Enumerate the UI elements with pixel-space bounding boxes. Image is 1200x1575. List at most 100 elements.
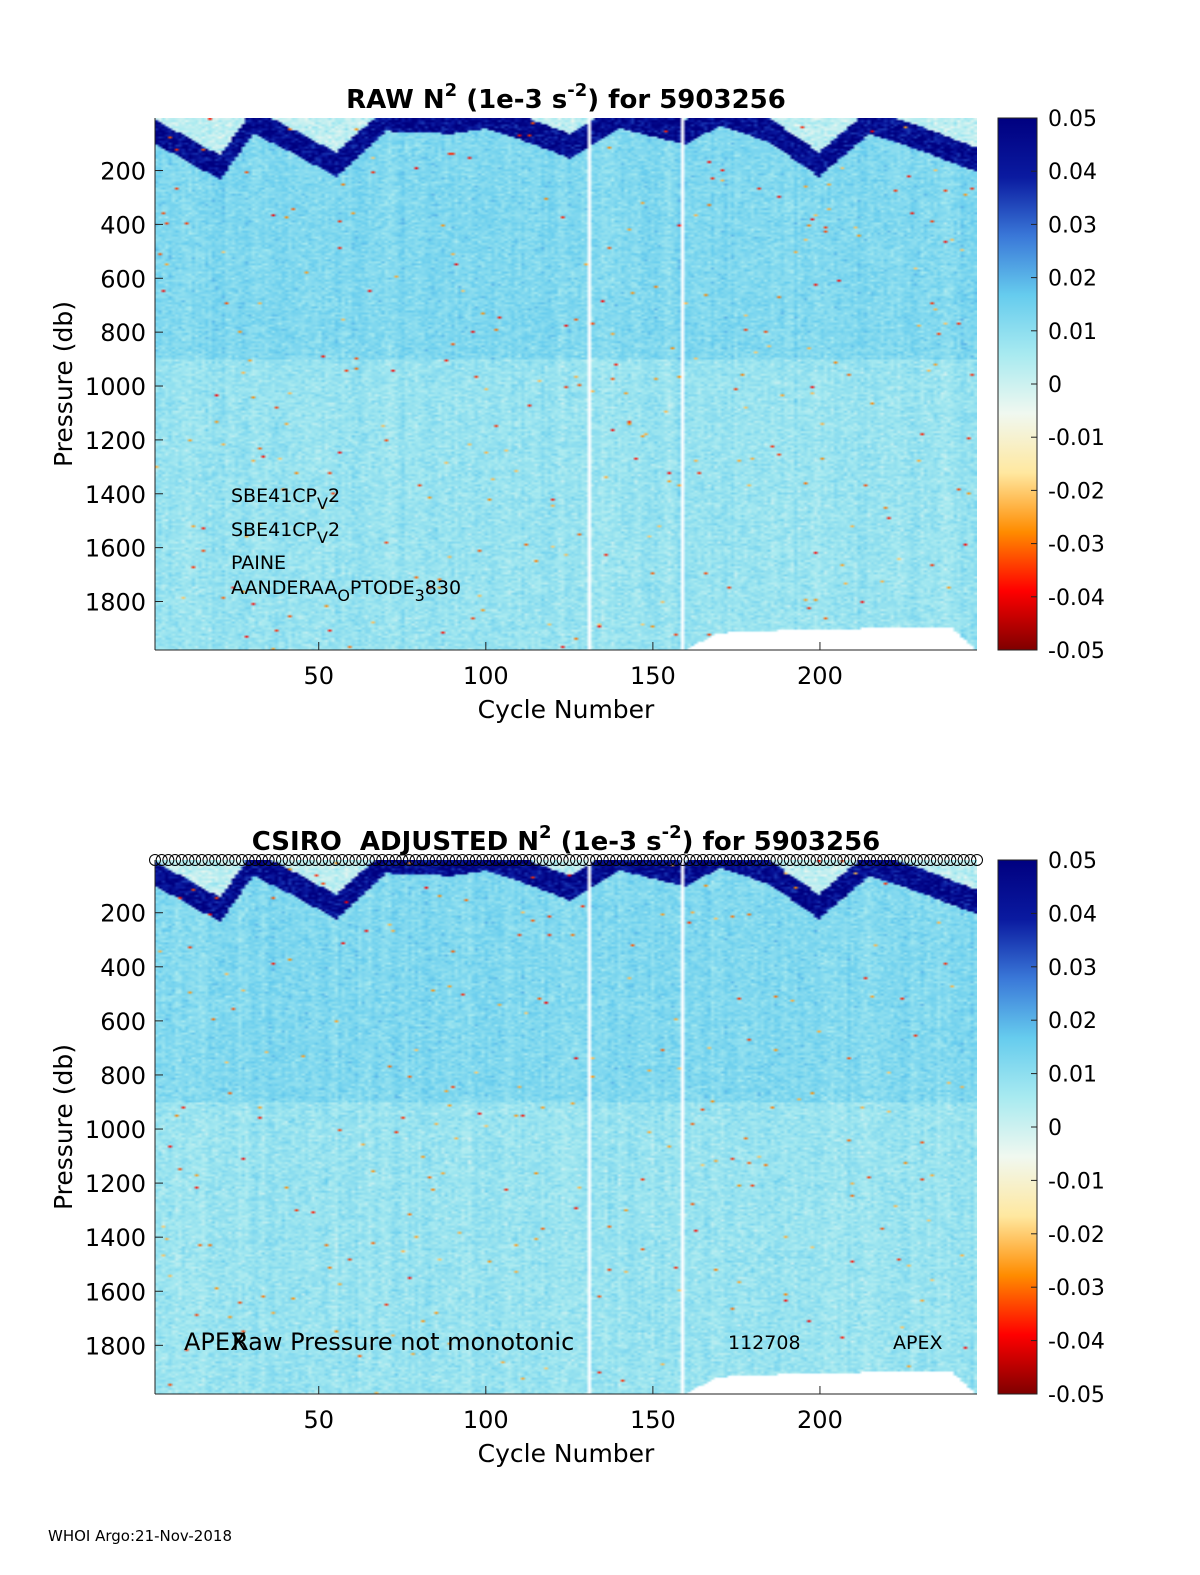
colorbar-tick-label: -0.01	[1048, 426, 1105, 451]
flag-marker	[663, 854, 676, 866]
colorbar-tick-label: -0.05	[1048, 1383, 1105, 1408]
heatmap-image	[155, 118, 977, 650]
flag-marker	[957, 854, 970, 866]
figure: RAW N2 (1e-3 s-2) for 5903256 50 100 150 20…	[49, 80, 1105, 1468]
flag-marker	[155, 854, 168, 866]
flag-marker	[362, 854, 375, 866]
colorbar-ticks: 0.05 0.04 0.03 0.02 0.01 0 -0.01 -0.02 -0.03 -0.0…	[1031, 107, 1105, 664]
flag-marker	[356, 854, 369, 866]
flag-marker	[316, 854, 329, 866]
flag-marker	[429, 854, 442, 866]
flag-marker	[509, 854, 522, 866]
flag-marker	[235, 854, 248, 866]
colorbar-tick-label: 0.04	[1048, 902, 1097, 927]
y-tick-label: 1000	[85, 373, 146, 401]
colorbar-tick-label: 0	[1048, 373, 1062, 398]
flag-marker	[837, 854, 850, 866]
flag-marker	[456, 854, 469, 866]
flag-marker	[797, 854, 810, 866]
flag-marker	[670, 854, 683, 866]
flag-marker	[536, 854, 549, 866]
flag-marker	[329, 854, 342, 866]
flag-marker	[723, 854, 736, 866]
flag-marker	[844, 854, 857, 866]
annotation-serial: 112708	[728, 1332, 801, 1354]
colorbar-tick-label: 0.01	[1048, 1063, 1097, 1088]
annotation-platform: APEX	[184, 1328, 247, 1356]
flag-marker	[717, 854, 730, 866]
flag-marker	[870, 854, 883, 866]
flag-marker	[222, 854, 235, 866]
flag-marker	[924, 854, 937, 866]
y-tick-label: 1200	[85, 1170, 146, 1198]
flag-marker	[242, 854, 255, 866]
flag-marker	[710, 854, 723, 866]
flag-marker	[302, 854, 315, 866]
flag-marker	[884, 854, 897, 866]
flag-marker	[944, 854, 957, 866]
y-axis-label: Pressure (db)	[49, 1044, 78, 1210]
flag-marker	[209, 854, 222, 866]
x-tick-label: 100	[463, 662, 509, 690]
flag-marker	[296, 854, 309, 866]
x-tick-label: 200	[797, 662, 843, 690]
sensor-annotations: SBE41CPV2 SBE41CPV2 PAINE AANDERAAOPTODE…	[231, 485, 461, 605]
flag-marker	[503, 854, 516, 866]
x-tick-label: 200	[797, 1406, 843, 1434]
y-tick-label: 200	[100, 900, 146, 928]
flag-marker	[964, 854, 977, 866]
flag-marker	[202, 854, 215, 866]
colorbar-tick-label: -0.03	[1048, 1276, 1105, 1301]
flag-marker	[730, 854, 743, 866]
flag-marker	[810, 854, 823, 866]
colorbar-tick-label: -0.02	[1048, 479, 1105, 504]
flag-marker	[169, 854, 182, 866]
flag-marker	[449, 854, 462, 866]
colorbar-tick-label: 0.04	[1048, 160, 1097, 185]
colorbar-tick-label: -0.03	[1048, 533, 1105, 558]
flag-marker	[529, 854, 542, 866]
flag-marker	[737, 854, 750, 866]
x-tick-label: 50	[303, 662, 334, 690]
flag-marker	[897, 854, 910, 866]
flag-marker	[289, 854, 302, 866]
colorbar-tick-label: 0	[1048, 1116, 1062, 1141]
flag-marker	[757, 854, 770, 866]
annotation-ctd-2: SBE41CPV2	[231, 519, 340, 547]
colorbar: 0.05 0.04 0.03 0.02 0.01 0 -0.01 -0.02 -0.03 -0.0…	[997, 849, 1105, 1408]
flag-marker	[275, 854, 288, 866]
flag-marker	[489, 854, 502, 866]
flag-marker	[590, 854, 603, 866]
flag-marker	[496, 854, 509, 866]
y-tick-label: 1200	[85, 427, 146, 455]
flag-marker	[469, 854, 482, 866]
flag-marker	[864, 854, 877, 866]
heatmap	[155, 118, 977, 650]
y-tick-label: 1800	[85, 1332, 146, 1360]
x-tick-label: 150	[630, 1406, 676, 1434]
flag-marker	[763, 854, 776, 866]
flag-marker	[636, 854, 649, 866]
annotation-platform-type: APEX	[893, 1332, 942, 1354]
flag-marker	[376, 854, 389, 866]
flag-marker	[650, 854, 663, 866]
flag-marker	[917, 854, 930, 866]
flag-marker	[683, 854, 696, 866]
y-tick-label: 1800	[85, 589, 146, 617]
footer-credit: WHOI Argo:21-Nov-2018	[48, 1527, 232, 1545]
colorbar-tick-label: 0.03	[1048, 213, 1097, 238]
annotation-pi: PAINE	[231, 552, 286, 574]
flag-marker	[697, 854, 709, 866]
flag-marker	[409, 854, 422, 866]
flag-marker	[630, 854, 643, 866]
flag-marker	[610, 854, 623, 866]
x-tick-label: 50	[303, 1406, 334, 1434]
flag-marker	[971, 854, 983, 866]
panel-raw: RAW N2 (1e-3 s-2) for 5903256 50 100 150 20…	[49, 80, 1105, 724]
flag-marker	[215, 854, 228, 866]
y-axis-ticks: 200 400 600 800 1000 1200 1400 1600 1800	[85, 900, 163, 1360]
flag-marker	[583, 854, 596, 866]
colorbar-tick-label: 0.05	[1048, 849, 1097, 874]
colorbar-tick-label: -0.05	[1048, 639, 1105, 664]
flag-marker	[269, 854, 282, 866]
